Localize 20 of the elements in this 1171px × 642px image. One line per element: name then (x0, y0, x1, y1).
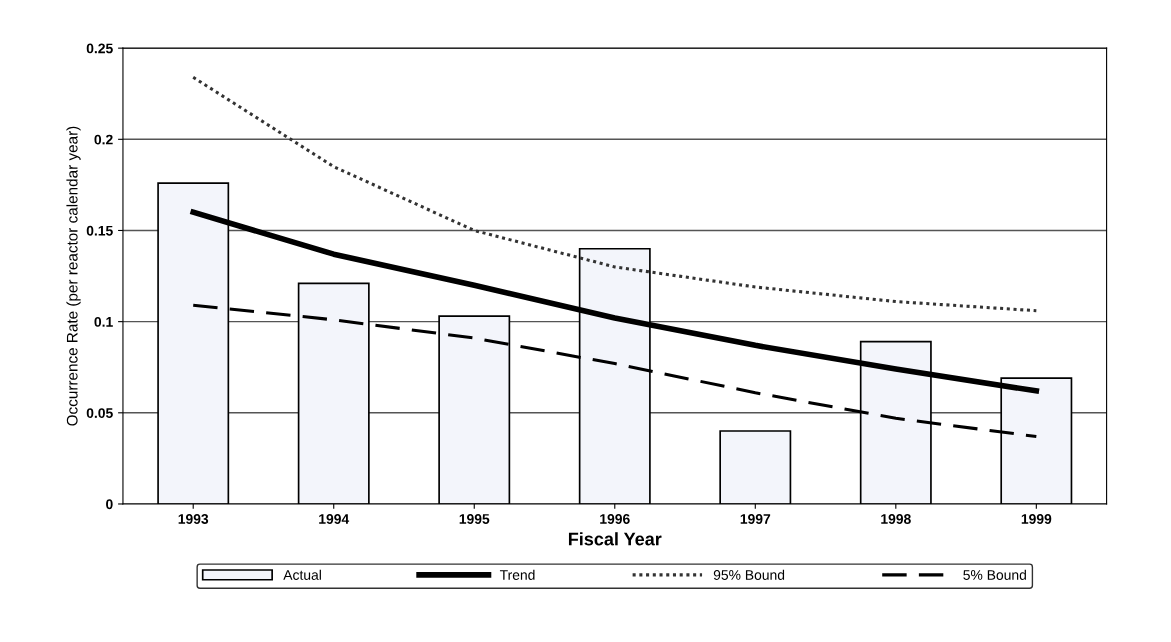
x-tick-label: 1997 (740, 514, 771, 524)
x-tick-label: 1998 (881, 514, 911, 524)
y-tick-label: 0 (106, 499, 113, 510)
y-tick-label: 0.2 (94, 134, 113, 145)
x-axis-title: Fiscal Year (568, 532, 662, 546)
legend-label: Trend (499, 569, 535, 580)
legend-label: Actual (283, 569, 321, 580)
y-tick-label: 0.25 (86, 43, 113, 54)
x-tick-label: 1994 (319, 514, 350, 524)
y-axis-title: Occurrence Rate (per reactor calendar year) (66, 126, 81, 426)
y-tick-label: 0.15 (86, 225, 113, 236)
y-tick-label: 0.1 (94, 316, 113, 327)
x-tick-label: 1993 (178, 514, 209, 524)
line-series (191, 75, 1038, 313)
legend-label: 95% Bound (713, 569, 785, 580)
legend-label: 5% Bound (963, 569, 1026, 580)
y-tick-label: 0.05 (86, 408, 113, 418)
x-tick-label: 1995 (459, 514, 490, 524)
x-tick-label: 1999 (1021, 514, 1052, 524)
x-tick-label: 1996 (600, 514, 630, 524)
